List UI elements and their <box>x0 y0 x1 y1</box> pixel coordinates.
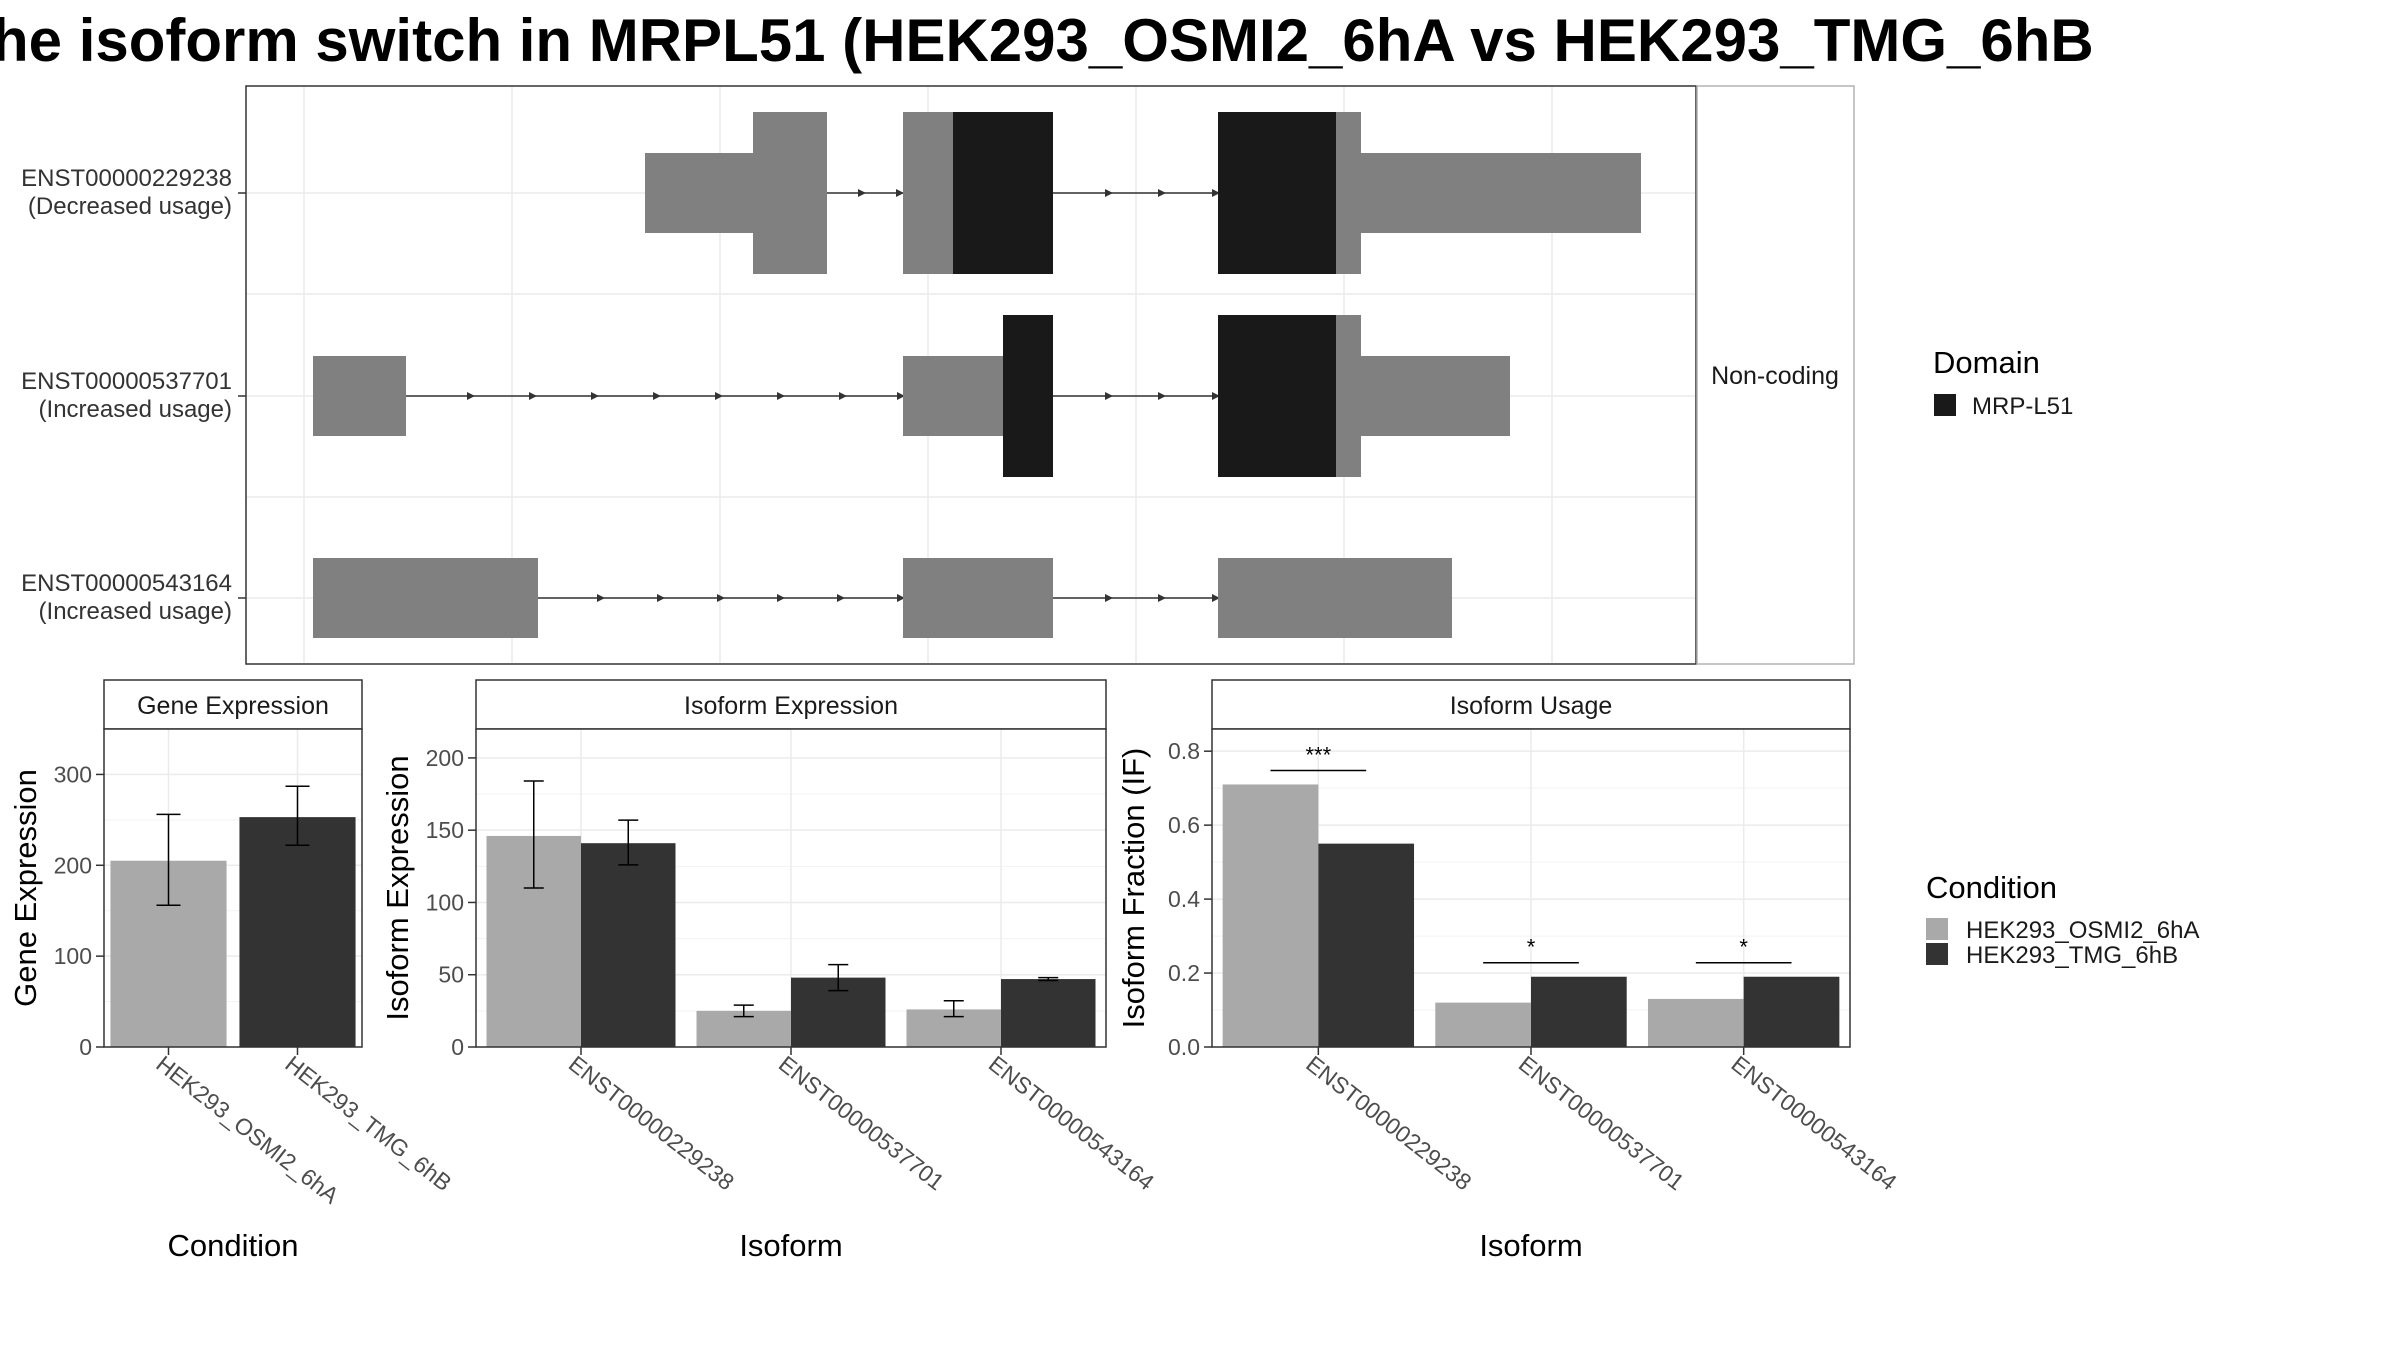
isoform-label-1: ENST00000229238 (Decreased usage) <box>21 165 232 220</box>
error-bar <box>733 1004 754 1018</box>
domain-legend: Domain MRP-L51 <box>1933 345 2073 420</box>
x-tick-label: ENST00000537701 <box>1514 1050 1689 1195</box>
x-tick-label: ENST00000229238 <box>564 1050 739 1195</box>
domain-mrp-l51 <box>1218 315 1336 477</box>
bar-ENST00000543164-b <box>1001 979 1096 1047</box>
isoform-id: ENST00000543164 <box>21 570 232 597</box>
bar-ENST00000229238-b <box>581 843 676 1047</box>
cds-exon <box>1336 112 1361 274</box>
error-bar <box>1038 976 1059 982</box>
strip-label: Gene Expression <box>137 692 329 720</box>
utr-exon <box>313 356 406 436</box>
isoform-id: ENST00000537701 <box>21 368 232 395</box>
significance-label: * <box>1739 935 1748 960</box>
bar-ENST00000537701-a <box>1435 1002 1531 1047</box>
gene-expression-chart: Gene Expression0100200300HEK293_OSMI2_6h… <box>8 679 457 1263</box>
legend-key-condition-b <box>1926 943 1948 965</box>
bar-ENST00000543164-a <box>1647 998 1744 1047</box>
significance-label: *** <box>1305 742 1331 767</box>
error-bar <box>618 819 639 866</box>
condition-legend: Condition HEK293_OSMI2_6hA HEK293_TMG_6h… <box>1926 870 2199 969</box>
x-axis-title: Condition <box>168 1228 299 1263</box>
isoform-usage: (Increased usage) <box>39 598 232 625</box>
y-tick-label: 150 <box>426 817 464 843</box>
y-tick-label: 200 <box>54 852 92 878</box>
y-tick-label: 100 <box>426 889 464 915</box>
domain-mrp-l51 <box>953 112 1053 274</box>
x-axis-title: Isoform <box>1479 1228 1582 1263</box>
y-tick-label: 0 <box>79 1034 92 1060</box>
condition-legend-title: Condition <box>1926 870 2057 905</box>
isoform-id: ENST00000229238 <box>21 165 232 192</box>
cds-exon <box>903 112 953 274</box>
y-tick-label: 50 <box>438 962 464 988</box>
bar-HEK293_TMG_6hB <box>239 817 356 1047</box>
significance-label: * <box>1527 935 1536 960</box>
isoform-usage: (Decreased usage) <box>28 193 232 220</box>
bar-ENST00000537701-b <box>1531 976 1627 1047</box>
x-tick-label: ENST00000543164 <box>1727 1050 1902 1195</box>
y-tick-label: 0.0 <box>1168 1034 1200 1060</box>
utr-exon <box>903 356 1003 436</box>
y-tick-label: 0.6 <box>1168 812 1200 838</box>
domain-mrp-l51 <box>1003 315 1053 477</box>
x-tick-label: ENST00000537701 <box>774 1050 949 1195</box>
y-axis-title: Gene Expression <box>8 769 43 1007</box>
strip-box <box>1211 679 1851 730</box>
isoform-label-3: ENST00000543164 (Increased usage) <box>21 570 232 625</box>
utr-exon <box>1361 356 1510 436</box>
y-tick-label: 200 <box>426 745 464 771</box>
y-tick-label: 100 <box>54 943 92 969</box>
utr-exon <box>1361 153 1641 233</box>
noncoding-exon <box>903 558 1053 638</box>
legend-key-mrp-l51 <box>1934 394 1956 416</box>
transcript-row-1 <box>645 112 1641 274</box>
isoform-usage: (Increased usage) <box>39 396 232 423</box>
y-tick-label: 300 <box>54 761 92 787</box>
cds-exon <box>1336 315 1361 477</box>
legend-label-mrp-l51: MRP-L51 <box>1972 393 2073 420</box>
cds-exon <box>753 112 827 274</box>
transcript-row-3 <box>313 558 1452 638</box>
y-axis-title: Isoform Expression <box>380 755 415 1020</box>
plot-border <box>103 728 363 1048</box>
strip-box <box>103 679 363 730</box>
figure-title: he isoform switch in MRPL51 (HEK293_OSMI… <box>0 7 2094 74</box>
bar-ENST00000543164-b <box>1743 976 1840 1047</box>
legend-key-condition-a <box>1926 918 1948 940</box>
error-bar <box>156 813 181 907</box>
transcript-structure-panel: Non-coding <box>21 85 1855 665</box>
utr-exon <box>645 153 753 233</box>
error-bar <box>943 999 964 1018</box>
isoform-usage-chart: Isoform Usage**** *0.00.20.40.60.8ENST000… <box>1116 679 1902 1263</box>
facet-label-non-coding: Non-coding <box>1711 362 1839 390</box>
isoform-label-2: ENST00000537701 (Increased usage) <box>21 368 232 423</box>
x-tick-label: ENST00000543164 <box>984 1050 1159 1195</box>
error-bar <box>828 963 849 992</box>
error-bar <box>285 785 310 847</box>
legend-label-condition-a: HEK293_OSMI2_6hA <box>1966 917 2199 944</box>
noncoding-exon <box>1218 558 1452 638</box>
y-tick-label: 0 <box>451 1034 464 1060</box>
error-bar <box>523 780 544 889</box>
bar-ENST00000229238-b <box>1318 843 1415 1047</box>
y-axis-title: Isoform Fraction (IF) <box>1116 748 1151 1029</box>
domain-mrp-l51 <box>1218 112 1336 274</box>
transcript-row-2 <box>313 315 1510 477</box>
utr-exon <box>313 558 538 638</box>
bar-ENST00000229238-a <box>1222 784 1319 1047</box>
y-tick-label: 0.4 <box>1168 886 1200 912</box>
x-tick-label: ENST00000229238 <box>1301 1050 1476 1195</box>
x-axis-title: Isoform <box>739 1228 842 1263</box>
strip-label: Isoform Expression <box>684 692 898 720</box>
legend-label-condition-b: HEK293_TMG_6hB <box>1966 942 2178 969</box>
y-tick-label: 0.8 <box>1168 738 1200 764</box>
isoform-expression-chart: Isoform Expression 0 50 100 150 200 ENST000002… <box>380 679 1159 1263</box>
domain-legend-title: Domain <box>1933 345 2040 380</box>
y-tick-label: 0.2 <box>1168 960 1200 986</box>
facet-strip <box>1696 85 1855 665</box>
strip-label: Isoform Usage <box>1450 692 1613 720</box>
